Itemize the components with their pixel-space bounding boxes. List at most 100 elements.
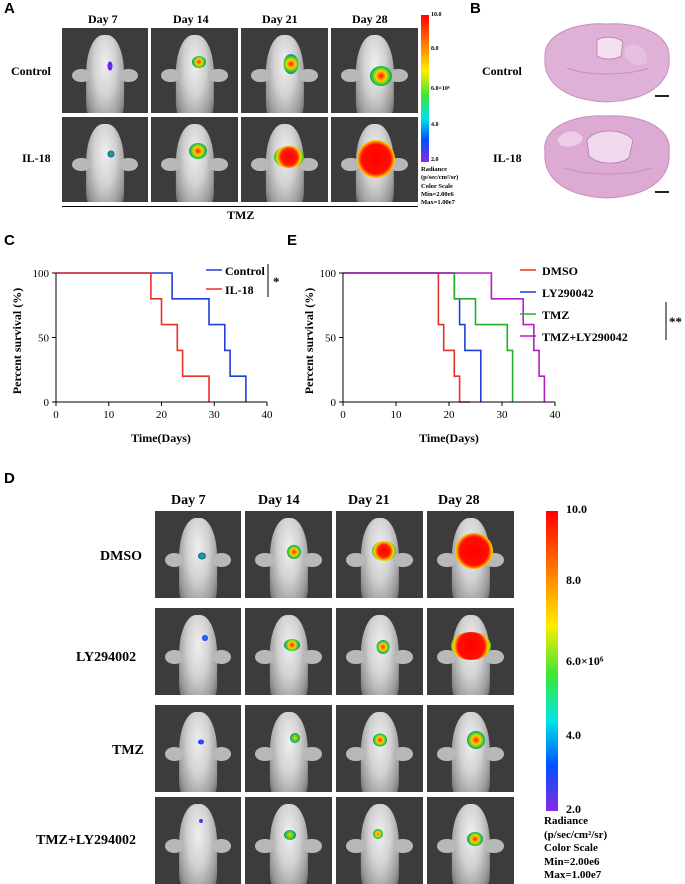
- chart-c-y-tick-label: 50: [38, 333, 50, 345]
- chart-e-x-tick-label: 0: [340, 409, 346, 421]
- panel-d-row-dmso: DMSO: [100, 549, 142, 564]
- chart-e-y-tick-label: 100: [320, 268, 337, 280]
- panel-d-day-28: Day 28: [438, 493, 480, 508]
- chart-c-ylabel: Percent survival (%): [10, 288, 24, 394]
- cbar-a-legend-line: Min=2.00e6: [421, 190, 454, 198]
- cbar-d-tick: 10.0: [566, 502, 587, 516]
- chart-e-series-tmz: [343, 272, 514, 402]
- cbar-d-tick: 6.0×10⁶: [566, 654, 604, 668]
- chart-c-x-tick-label: 40: [262, 409, 274, 421]
- significance-label: *: [273, 274, 280, 289]
- bli-image: [336, 705, 423, 792]
- bli-image: [241, 117, 328, 202]
- cbar-d-tick: 4.0: [566, 728, 581, 742]
- panel-a-colorbar: [421, 15, 429, 162]
- chart-e-legend: DMSO LY290042 TMZ TMZ+LY290042 **: [520, 264, 682, 344]
- chart-e: 0 10 20 30 40 0 50 100 Time(Days) Percent survi…: [302, 264, 682, 445]
- histology-section-il18: [544, 115, 670, 199]
- panel-d-colorbar: [546, 511, 558, 811]
- chart-c-y-tick-label: 0: [44, 397, 50, 409]
- bli-image: [151, 28, 238, 113]
- chart-e-xlabel: Time(Days): [419, 431, 479, 445]
- panel-a-day-7: Day 7: [88, 12, 118, 26]
- panel-d-day-7: Day 7: [171, 493, 206, 508]
- panel-letter-e: E: [287, 232, 298, 249]
- histology-section-control: [544, 23, 670, 103]
- bli-image: [336, 511, 423, 598]
- panel-letter-c: C: [4, 232, 15, 249]
- bli-image: [241, 28, 328, 113]
- bli-image: [427, 608, 514, 695]
- scale-bar: [655, 191, 669, 193]
- cbar-a-legend-line: Color Scale: [421, 182, 453, 190]
- bli-image: [62, 28, 148, 113]
- cbar-a-legend-line: (p/sec/cm²/sr): [421, 174, 459, 182]
- bli-image: [427, 511, 514, 598]
- legend-label-dmso: DMSO: [542, 264, 578, 278]
- bli-image: [155, 511, 241, 598]
- panel-a-day-21: Day 21: [262, 12, 298, 26]
- panel-b-row-il18: IL-18: [493, 151, 522, 165]
- bli-image: [331, 28, 418, 113]
- panel-d-colorbar-legend: Radiance (p/sec/cm²/sr) Color Scale Min=…: [544, 815, 607, 883]
- chart-e-x-tick-label: 10: [391, 409, 403, 421]
- chart-e-ylabel: Percent survival (%): [302, 288, 316, 394]
- panel-a-row-il18: IL-18: [22, 151, 51, 165]
- legend-label-control: Control: [225, 264, 265, 278]
- panel-d-row-tmz: TMZ: [112, 743, 144, 758]
- bli-image: [427, 705, 514, 792]
- scale-bar: [655, 95, 669, 97]
- cbar-a-tick: 10.0: [431, 12, 442, 18]
- bli-image: [245, 797, 332, 884]
- bli-image: [155, 797, 241, 884]
- bli-image: [151, 117, 238, 202]
- chart-e-y-tick-label: 50: [325, 333, 337, 345]
- bli-image: [336, 608, 423, 695]
- cbar-a-tick: 2.0: [431, 157, 439, 163]
- legend-label-ly: LY290042: [542, 286, 594, 300]
- bli-image: [427, 797, 514, 884]
- chart-e-series-dmso: [343, 272, 471, 403]
- legend-label-tmzly: TMZ+LY290042: [542, 330, 628, 344]
- panel-a-day-14: Day 14: [173, 12, 209, 26]
- panel-a-day-28: Day 28: [352, 12, 388, 26]
- bli-image: [62, 117, 148, 202]
- chart-c-series-il-18: [56, 272, 210, 402]
- chart-c-x-tick-label: 10: [103, 409, 115, 421]
- chart-e-y-tick-label: 0: [331, 397, 337, 409]
- legend-label-tmz: TMZ: [542, 308, 569, 322]
- cbar-d-legend-line: Color Scale: [544, 842, 598, 855]
- panel-d-day-21: Day 21: [348, 493, 390, 508]
- panel-a-tmz-label: TMZ: [227, 208, 255, 222]
- cbar-d-legend-line: Radiance: [544, 815, 588, 827]
- panel-letter-d: D: [4, 470, 15, 487]
- cbar-a-tick: 4.0: [431, 122, 439, 128]
- chart-c-x-tick-label: 30: [209, 409, 221, 421]
- bli-image: [155, 608, 241, 695]
- bli-image: [245, 608, 332, 695]
- bli-image: [331, 117, 418, 202]
- chart-e-x-tick-label: 30: [497, 409, 509, 421]
- bli-image: [155, 705, 241, 792]
- chart-e-series-tmz-ly290042: [343, 272, 546, 402]
- cbar-d-legend-line: Min=2.00e6: [544, 855, 600, 868]
- panel-d-day-14: Day 14: [258, 493, 300, 508]
- cbar-a-legend-line: Max=1.00e7: [421, 199, 455, 207]
- panel-a-row-control: Control: [11, 64, 51, 78]
- bli-image: [336, 797, 423, 884]
- panel-d-row-ly: LY294002: [76, 650, 137, 665]
- chart-c-x-tick-label: 0: [53, 409, 59, 421]
- cbar-a-tick: 8.0: [431, 46, 439, 52]
- cbar-d-legend-line: Max=1.00e7: [544, 869, 602, 882]
- cbar-d-legend-line: (p/sec/cm²/sr): [544, 828, 608, 841]
- cbar-d-tick: 2.0: [566, 802, 581, 816]
- chart-c-x-tick-label: 20: [156, 409, 168, 421]
- chart-c-series-control: [56, 272, 247, 402]
- chart-e-x-tick-label: 40: [550, 409, 562, 421]
- chart-e-x-tick-label: 20: [444, 409, 456, 421]
- tmz-line: [62, 206, 418, 207]
- panel-b-row-control: Control: [482, 64, 522, 78]
- bli-image: [245, 705, 332, 792]
- chart-c-y-tick-label: 100: [33, 268, 50, 280]
- chart-c-legend: Control IL-18 *: [206, 264, 280, 297]
